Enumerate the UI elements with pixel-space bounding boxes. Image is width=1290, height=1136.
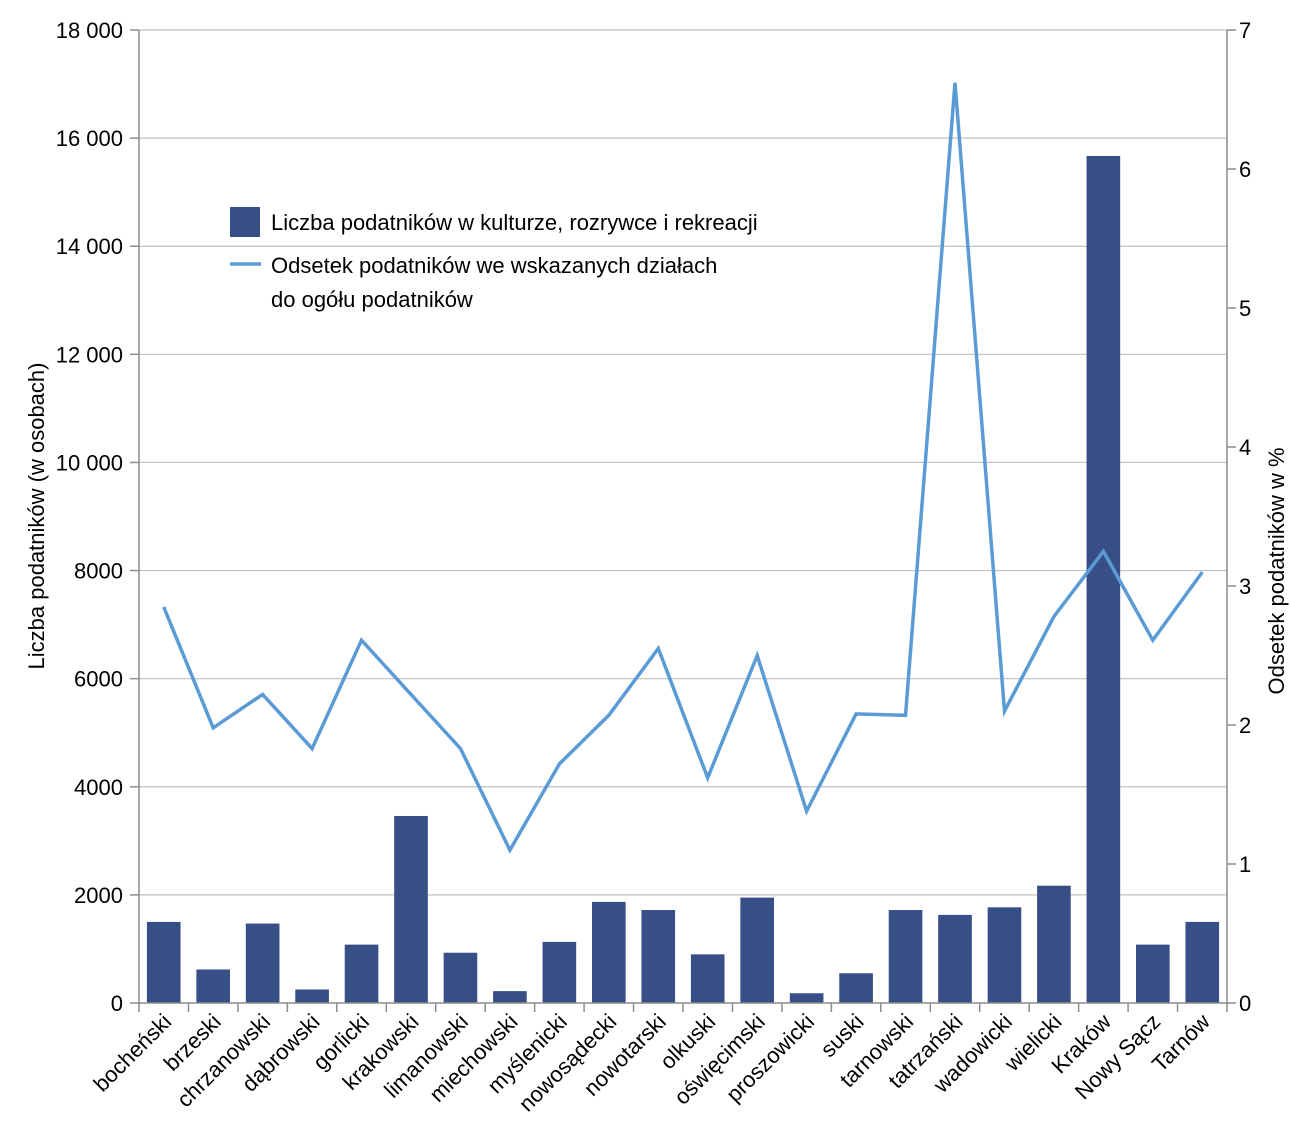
bar — [146, 921, 181, 1003]
bar — [394, 815, 428, 1003]
bar — [740, 897, 774, 1003]
x-axis-ticks: bocheńskibrzeskichrzanowskidąbrowskigorl… — [89, 1003, 1228, 1116]
left-tick-label: 18 000 — [56, 18, 123, 43]
bar — [344, 944, 379, 1003]
legend-bar-label: Liczba podatników w kulturze, rozrywce i… — [271, 210, 758, 235]
series-line — [162, 82, 1204, 854]
right-axis-ticks: 0 1 2 3 4 5 6 7 — [1227, 18, 1251, 1016]
bar — [493, 991, 527, 1003]
bar-series — [146, 155, 1220, 1003]
bar — [641, 910, 676, 1003]
axes — [138, 30, 1228, 1004]
bar — [690, 954, 725, 1003]
left-axis-title: Liczba podatników (w osobach) — [24, 363, 49, 670]
bar — [295, 989, 329, 1003]
legend-line-label-line-1: Odsetek podatników we wskazanych działac… — [271, 253, 717, 278]
left-tick-label: 16 000 — [56, 126, 123, 151]
bar — [196, 969, 230, 1003]
left-tick-label: 14 000 — [56, 234, 123, 259]
bar — [1037, 885, 1071, 1003]
right-tick-label: 0 — [1239, 991, 1251, 1016]
right-tick-label: 3 — [1239, 574, 1251, 599]
bar — [592, 901, 626, 1003]
right-tick-label: 6 — [1239, 157, 1251, 182]
legend-bar-swatch — [230, 207, 260, 237]
bar — [839, 973, 873, 1003]
legend: Liczba podatników w kulturze, rozrywce i… — [230, 207, 758, 312]
right-tick-label: 4 — [1239, 435, 1251, 460]
bar — [1185, 921, 1220, 1003]
legend-line-label: Odsetek podatników we wskazanych działac… — [271, 253, 723, 312]
right-tick-label: 1 — [1239, 852, 1251, 877]
gridlines — [139, 29, 1227, 896]
right-axis-title: Odsetek podatników w % — [1264, 447, 1289, 694]
left-tick-label: 6000 — [74, 667, 123, 692]
left-tick-label: 0 — [111, 991, 123, 1016]
bar — [888, 910, 923, 1003]
left-tick-label: 12 000 — [56, 342, 123, 367]
legend-line-label-line-2: do ogółu podatników — [271, 287, 473, 312]
bar — [789, 993, 824, 1003]
left-axis-ticks: 0 2000 4000 6000 8000 10 000 12 000 14 000 16 00… — [56, 18, 139, 1016]
bar — [1086, 155, 1121, 1003]
left-tick-label: 2000 — [74, 883, 123, 908]
bar — [938, 914, 972, 1003]
right-tick-label: 5 — [1239, 296, 1251, 321]
left-tick-label: 8000 — [74, 559, 123, 584]
bar — [987, 907, 1022, 1003]
bar — [542, 941, 577, 1003]
line-series — [162, 82, 1204, 854]
left-tick-label: 4000 — [74, 775, 123, 800]
left-tick-label: 10 000 — [56, 450, 123, 475]
bar — [245, 923, 280, 1003]
bar — [1136, 944, 1170, 1003]
right-tick-label: 2 — [1239, 713, 1251, 738]
right-tick-label: 7 — [1239, 18, 1251, 43]
bar — [443, 952, 478, 1003]
